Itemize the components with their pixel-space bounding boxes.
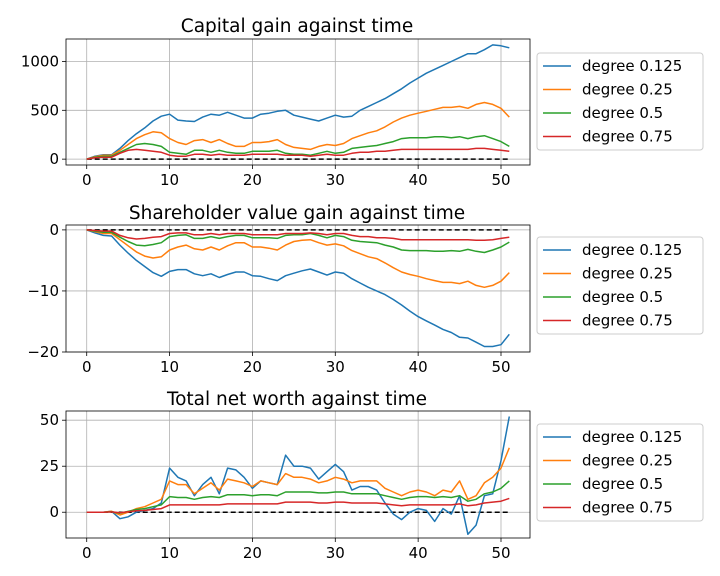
chart-title: Shareholder value gain against time <box>129 203 465 224</box>
legend-label: degree 0.125 <box>582 57 682 75</box>
x-tick-label: 50 <box>491 358 510 376</box>
series-lines <box>86 229 510 348</box>
series-line <box>86 480 510 514</box>
y-tick-label: 500 <box>30 101 59 119</box>
legend: degree 0.125 degree 0.25 degree 0.5 degree … <box>536 236 704 335</box>
x-tick-label: 20 <box>243 171 262 189</box>
x-tick-label: 20 <box>243 358 262 376</box>
series-line <box>86 229 510 254</box>
series-lines <box>86 416 511 536</box>
series-line <box>86 229 510 348</box>
y-tick-label: 1000 <box>21 52 59 70</box>
plot-frame <box>65 224 531 353</box>
x-tick-label: 20 <box>243 544 262 562</box>
series-line <box>86 447 510 516</box>
series-line <box>86 44 510 160</box>
series-line <box>86 101 510 160</box>
x-tick-label: 30 <box>326 171 345 189</box>
shareholder-value-panel: Shareholder value gain against time 0 10 2… <box>27 203 704 376</box>
legend-label: degree 0.25 <box>582 265 673 283</box>
axes: 0 10 20 30 40 50 0 25 50 <box>40 410 531 562</box>
legend-label: degree 0.5 <box>582 288 663 306</box>
legend-box <box>536 52 704 151</box>
legend-label: degree 0.75 <box>582 312 673 330</box>
x-tick-label: 10 <box>160 171 179 189</box>
legend-box <box>536 236 704 335</box>
chart-title: Total net worth against time <box>166 389 427 410</box>
legend-label: degree 0.75 <box>582 499 673 517</box>
chart-title: Capital gain against time <box>181 16 413 37</box>
x-tick-label: 50 <box>491 171 510 189</box>
x-tick-label: 0 <box>82 171 92 189</box>
x-tick-label: 10 <box>160 358 179 376</box>
legend-box <box>536 423 704 522</box>
series-line <box>86 229 510 242</box>
total-net-worth-panel: Total net worth against time 0 10 20 30 40 50… <box>40 389 704 562</box>
x-tick-label: 50 <box>491 544 510 562</box>
series-line <box>86 134 510 160</box>
y-tick-label: 25 <box>40 457 59 475</box>
x-tick-label: 40 <box>409 358 428 376</box>
legend-label: degree 0.25 <box>582 81 673 99</box>
x-tick-label: 40 <box>409 544 428 562</box>
y-tick-label: 50 <box>40 411 59 429</box>
series-lines <box>86 44 510 160</box>
capital-gain-panel: Capital gain against time 0 10 20 30 40 50050… <box>21 16 704 189</box>
legend-label: degree 0.25 <box>582 452 673 470</box>
x-tick-label: 30 <box>326 544 345 562</box>
plot-frame <box>65 38 531 166</box>
legend-label: degree 0.5 <box>582 104 663 122</box>
y-tick-label: −20 <box>27 343 59 361</box>
y-tick-label: 0 <box>49 221 59 239</box>
legend-label: degree 0.125 <box>582 241 682 259</box>
y-tick-label: 0 <box>49 150 59 168</box>
x-tick-label: 30 <box>326 358 345 376</box>
x-tick-label: 0 <box>82 358 92 376</box>
x-tick-label: 40 <box>409 171 428 189</box>
legend-label: degree 0.125 <box>582 428 682 446</box>
x-tick-label: 0 <box>82 544 92 562</box>
legend: degree 0.125 degree 0.25 degree 0.5 degree … <box>536 423 704 522</box>
legend-label: degree 0.75 <box>582 128 673 146</box>
axes: 0 10 20 30 40 50 −20 −10 0 <box>27 221 531 376</box>
plot-frame <box>65 410 531 539</box>
series-line <box>86 147 510 160</box>
y-tick-label: −10 <box>27 282 59 300</box>
x-tick-label: 10 <box>160 544 179 562</box>
y-tick-label: 0 <box>49 503 59 521</box>
series-line <box>86 497 510 514</box>
legend: degree 0.125 degree 0.25 degree 0.5 degree … <box>536 52 704 151</box>
series-line <box>86 229 510 289</box>
legend-label: degree 0.5 <box>582 475 663 493</box>
